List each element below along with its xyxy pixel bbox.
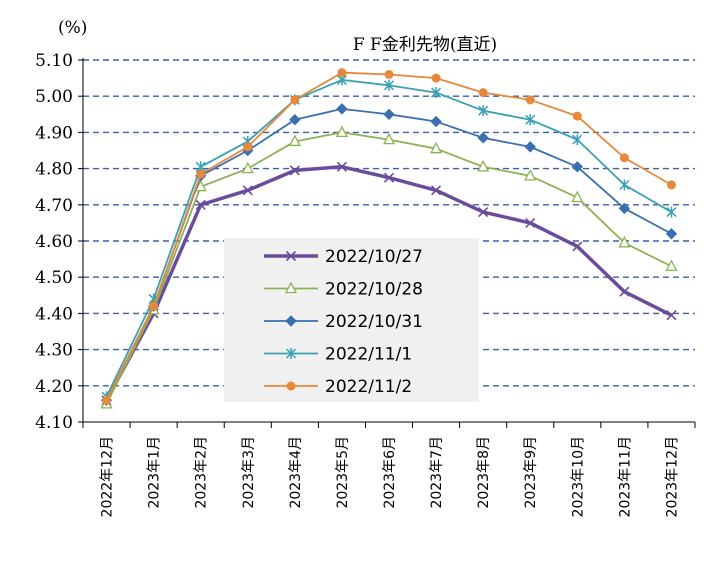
series-2022/10/28 [100, 125, 678, 409]
y-axis-unit-label: (%) [58, 18, 87, 38]
series-2022/11/1 [101, 74, 677, 403]
data-point [619, 153, 629, 163]
data-point [478, 88, 488, 98]
x-tick-label: 2023年1月 [147, 436, 163, 509]
x-tick-label: 2023年5月 [335, 436, 351, 509]
data-point [619, 286, 630, 297]
data-point [195, 199, 206, 210]
data-point [665, 228, 678, 240]
data-point [572, 241, 583, 252]
data-point [243, 142, 253, 152]
data-point [196, 169, 206, 179]
y-tick-label: 4.80 [35, 160, 73, 180]
data-point [525, 114, 536, 126]
data-point [289, 114, 301, 126]
data-point [525, 217, 536, 228]
data-point [478, 105, 489, 117]
data-point [383, 172, 395, 183]
data-point [525, 95, 535, 105]
data-point [284, 281, 298, 294]
data-point [477, 132, 489, 144]
y-tick-labels: 4.10 4.20 4.30 4.40 4.50 4.60 4.70 4.80 4.90 5.00… [35, 51, 73, 433]
data-point [336, 161, 347, 172]
data-point [666, 180, 676, 190]
data-point [335, 125, 348, 138]
y-tick-label: 4.70 [35, 196, 73, 216]
x-tick-label: 2023年7月 [429, 436, 445, 509]
data-point [524, 141, 536, 153]
y-tick-label: 4.40 [35, 304, 73, 324]
y-tick-label: 4.50 [35, 268, 73, 288]
data-point [571, 161, 584, 173]
legend-label: 2022/10/31 [325, 312, 423, 332]
data-point [619, 179, 630, 191]
data-point [431, 73, 441, 83]
data-point [571, 190, 584, 203]
x-tick-label: 2023年8月 [476, 436, 492, 509]
y-tick-label: 4.60 [35, 232, 73, 252]
data-point [102, 395, 112, 405]
x-tick-label: 2023年6月 [382, 436, 398, 509]
legend-box [224, 238, 479, 402]
y-tick-label: 5.00 [35, 87, 73, 107]
data-point [194, 179, 207, 192]
data-point [477, 159, 490, 172]
data-point [286, 381, 296, 391]
data-point [478, 206, 489, 218]
data-point [665, 259, 678, 271]
chart-title: F F金利先物(直近) [353, 35, 497, 55]
data-point [290, 95, 300, 105]
y-tick-label: 4.30 [35, 341, 73, 361]
y-tick-label: 4.90 [35, 123, 73, 143]
legend-label: 2022/11/1 [325, 345, 412, 365]
data-point [383, 79, 395, 91]
data-point [431, 87, 442, 99]
y-tick-label: 4.20 [35, 377, 73, 397]
data-point [337, 68, 347, 78]
data-point [618, 235, 631, 248]
data-point [288, 134, 301, 147]
x-tick-label: 2023年3月 [241, 436, 257, 509]
data-point [666, 310, 677, 321]
x-tick-label: 2023年10月 [570, 436, 586, 517]
legend-label: 2022/11/2 [325, 377, 412, 397]
data-point [285, 315, 297, 327]
x-tick-labels: 2022年12月 2023年1月 2023年2月 2023年3月 2023年4月 2023… [100, 436, 681, 517]
x-tick-label: 2023年9月 [523, 436, 539, 509]
data-point [430, 115, 442, 128]
x-tick-label: 2023年12月 [664, 436, 680, 517]
data-point [383, 108, 395, 121]
legend: 2022/10/27 2022/10/28 2022/10/31 2022/11/1 2… [224, 238, 479, 402]
data-point [572, 111, 582, 121]
series-lines [100, 68, 678, 409]
data-point [384, 69, 394, 79]
data-point [430, 141, 443, 154]
data-point [618, 202, 631, 215]
x-tick-label: 2023年11月 [617, 436, 633, 517]
series-2022/11/2 [102, 68, 676, 405]
data-point [242, 185, 253, 196]
data-point [431, 185, 442, 196]
data-point [572, 134, 583, 146]
data-point [382, 132, 396, 145]
data-point [285, 250, 297, 262]
data-point [285, 348, 297, 359]
x-tick-label: 2023年2月 [194, 436, 210, 509]
data-point [241, 161, 254, 174]
y-tick-label: 4.10 [35, 413, 73, 433]
y-tick-label: 5.10 [35, 51, 73, 71]
x-tick-label: 2022年12月 [100, 436, 116, 517]
data-point [336, 103, 348, 115]
data-point [149, 301, 159, 311]
axes [78, 58, 696, 428]
data-point [524, 168, 537, 181]
legend-label: 2022/10/27 [325, 247, 423, 267]
x-tick-label: 2023年4月 [288, 436, 304, 509]
legend-label: 2022/10/28 [325, 280, 423, 300]
data-point [289, 165, 300, 176]
data-point [666, 206, 677, 218]
